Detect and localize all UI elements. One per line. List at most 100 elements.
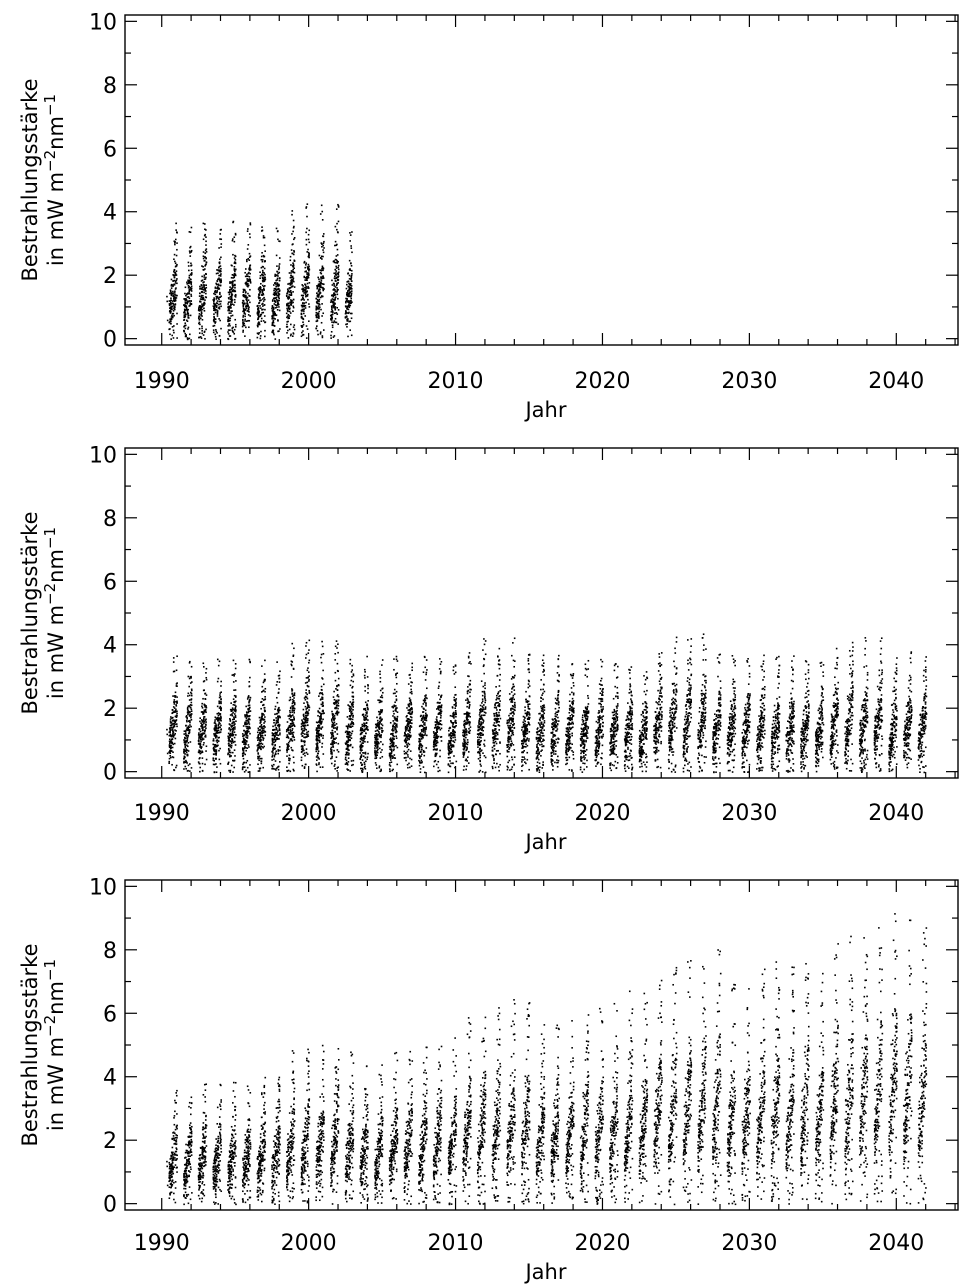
data-point xyxy=(200,308,202,310)
data-point xyxy=(261,743,264,745)
data-point xyxy=(215,282,217,285)
data-point xyxy=(344,763,347,765)
data-point xyxy=(333,749,335,752)
data-point xyxy=(317,289,320,292)
data-point xyxy=(363,737,366,739)
data-point xyxy=(392,768,394,771)
data-point xyxy=(420,719,423,722)
data-point xyxy=(420,755,422,757)
data-point xyxy=(286,721,289,723)
data-point xyxy=(273,719,275,722)
data-point xyxy=(273,735,276,738)
data-point xyxy=(301,325,303,327)
data-point xyxy=(274,282,277,284)
data-point xyxy=(336,728,338,731)
data-point xyxy=(405,756,407,759)
data-point xyxy=(347,757,350,759)
data-point xyxy=(305,207,307,209)
data-point xyxy=(189,286,192,289)
data-point xyxy=(276,734,278,736)
data-point xyxy=(174,260,176,263)
data-point xyxy=(228,727,231,729)
data-point xyxy=(321,742,324,745)
data-point xyxy=(173,331,175,334)
data-point xyxy=(335,265,337,268)
data-point xyxy=(304,682,307,684)
data-point xyxy=(320,308,322,311)
data-point xyxy=(389,765,392,767)
data-point xyxy=(411,722,413,725)
data-point xyxy=(419,715,422,718)
data-point xyxy=(374,744,377,747)
data-point xyxy=(203,722,205,725)
data-point xyxy=(332,303,335,306)
data-point xyxy=(199,323,201,326)
data-point xyxy=(286,755,288,757)
data-point xyxy=(331,316,333,319)
data-point xyxy=(242,293,245,296)
data-point xyxy=(308,265,310,268)
data-point xyxy=(321,245,323,248)
data-point xyxy=(231,713,233,715)
data-point xyxy=(213,301,215,303)
data-point xyxy=(218,334,221,337)
data-point xyxy=(350,734,352,737)
data-point xyxy=(337,695,340,698)
data-point xyxy=(199,742,202,745)
data-point xyxy=(308,229,311,232)
data-point xyxy=(248,252,251,255)
data-point xyxy=(169,738,171,741)
data-point xyxy=(248,306,250,309)
data-point xyxy=(229,714,232,716)
data-point xyxy=(187,287,190,289)
data-point xyxy=(219,284,222,287)
data-point xyxy=(249,676,251,679)
data-point xyxy=(183,748,186,751)
data-point xyxy=(175,730,177,732)
data-point xyxy=(406,718,409,720)
data-point xyxy=(350,278,352,281)
data-point xyxy=(367,708,369,711)
data-point xyxy=(350,294,353,297)
data-point xyxy=(381,727,383,730)
data-point xyxy=(215,272,218,275)
data-point xyxy=(275,227,278,230)
x-tick-label: 2030 xyxy=(721,801,777,826)
data-point xyxy=(344,742,347,744)
data-point xyxy=(316,316,318,319)
data-point xyxy=(345,300,347,303)
data-point xyxy=(333,272,336,275)
data-point xyxy=(189,333,191,336)
data-point xyxy=(259,757,262,760)
data-point xyxy=(204,249,207,252)
data-point xyxy=(183,730,186,732)
data-point xyxy=(214,318,217,320)
data-point xyxy=(200,738,202,740)
data-point xyxy=(199,287,201,290)
data-point xyxy=(307,233,310,236)
data-point xyxy=(336,259,338,262)
data-point xyxy=(379,720,381,723)
data-point xyxy=(375,724,378,727)
data-point xyxy=(169,320,171,323)
data-point xyxy=(348,293,351,295)
data-point xyxy=(315,305,318,308)
data-point xyxy=(292,694,295,697)
data-point xyxy=(349,232,351,234)
data-point xyxy=(205,672,207,674)
data-point xyxy=(188,250,191,252)
data-point xyxy=(406,724,408,727)
data-point xyxy=(333,285,336,287)
data-point xyxy=(334,280,337,282)
data-point xyxy=(306,227,308,230)
data-point xyxy=(289,757,291,760)
data-point xyxy=(184,314,187,316)
data-point xyxy=(215,306,218,309)
data-point xyxy=(316,732,319,735)
data-point xyxy=(202,744,205,746)
data-point xyxy=(300,335,303,338)
data-point xyxy=(407,709,410,711)
data-point xyxy=(257,748,259,750)
y-tick-label: 10 xyxy=(89,443,117,468)
